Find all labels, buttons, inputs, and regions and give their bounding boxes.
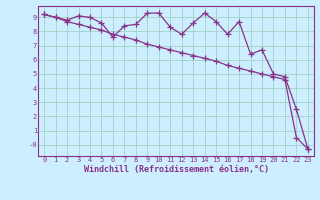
X-axis label: Windchill (Refroidissement éolien,°C): Windchill (Refroidissement éolien,°C): [84, 165, 268, 174]
